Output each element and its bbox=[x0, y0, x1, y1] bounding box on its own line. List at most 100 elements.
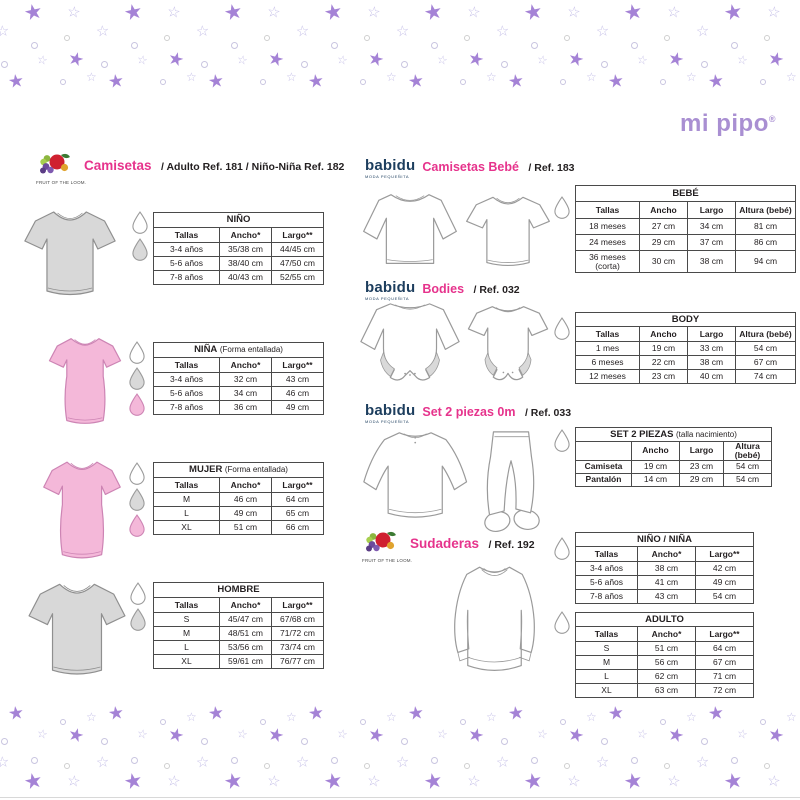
star-icon: ★ bbox=[621, 768, 646, 795]
star-icon: ☆ bbox=[235, 726, 250, 742]
star-icon: ☆ bbox=[35, 726, 50, 742]
star-icon: ★ bbox=[321, 768, 346, 795]
star-icon: ☆ bbox=[565, 3, 582, 22]
set-footed-pants-illustration bbox=[472, 428, 550, 536]
star-icon: ☆ bbox=[65, 3, 82, 22]
star-icon: ☆ bbox=[165, 772, 182, 791]
dot-decoration bbox=[601, 61, 608, 68]
dot-decoration bbox=[664, 763, 670, 769]
section-header-set-2-piezas: babidu MODA PEQUEÑITA Set 2 piezas 0m / … bbox=[365, 403, 571, 424]
fruit-of-the-loom-logo: FRUIT OF THE LOOM. bbox=[36, 152, 87, 185]
tshirt-mujer-illustration bbox=[40, 458, 124, 562]
babidu-tagline: MODA PEQUEÑITA bbox=[365, 419, 410, 424]
star-icon: ☆ bbox=[235, 52, 250, 68]
star-icon: ★ bbox=[465, 723, 487, 747]
dot-decoration bbox=[501, 61, 508, 68]
star-icon: ☆ bbox=[286, 70, 297, 84]
dot-decoration bbox=[501, 738, 508, 745]
dot-decoration bbox=[764, 763, 770, 769]
dot-decoration bbox=[601, 738, 608, 745]
dot-decoration bbox=[464, 35, 470, 41]
star-icon: ☆ bbox=[295, 753, 311, 772]
baby-shirt-long-sleeve-illustration bbox=[358, 190, 462, 270]
babidu-wordmark: babidu bbox=[365, 402, 416, 419]
dot-decoration bbox=[31, 42, 38, 49]
size-table-body: BODY Tallas Ancho Largo Altura (bebé) 1 mes 19… bbox=[574, 312, 797, 384]
star-icon: ☆ bbox=[595, 22, 611, 41]
dot-decoration bbox=[564, 35, 570, 41]
star-icon: ☆ bbox=[465, 772, 482, 791]
star-icon: ☆ bbox=[265, 772, 282, 791]
star-icon: ★ bbox=[6, 702, 26, 725]
star-icon: ☆ bbox=[335, 52, 350, 68]
dot-decoration bbox=[201, 61, 208, 68]
tshirt-hombre-illustration bbox=[26, 580, 128, 680]
star-icon: ★ bbox=[65, 47, 87, 71]
star-icon: ☆ bbox=[595, 753, 611, 772]
fruit-cluster-icon bbox=[40, 153, 70, 174]
mipipo-wordmark: mi pipo bbox=[680, 110, 769, 137]
star-icon: ☆ bbox=[765, 772, 782, 791]
dot-decoration bbox=[760, 719, 766, 725]
babidu-logo: babidu MODA PEQUEÑITA bbox=[365, 403, 415, 424]
section-ref-set-2-piezas: / Ref. 033 bbox=[524, 407, 572, 419]
babidu-wordmark: babidu bbox=[365, 157, 416, 174]
star-icon: ☆ bbox=[35, 52, 50, 68]
dot-decoration bbox=[660, 719, 666, 725]
dot-decoration bbox=[64, 763, 70, 769]
star-icon: ★ bbox=[221, 768, 246, 795]
section-title-bodies: Bodies bbox=[422, 282, 465, 296]
dot-decoration bbox=[631, 757, 638, 764]
dot-decoration bbox=[760, 79, 766, 85]
star-icon: ☆ bbox=[95, 22, 111, 41]
star-icon: ☆ bbox=[665, 772, 682, 791]
star-icon: ★ bbox=[621, 0, 646, 26]
dot-decoration bbox=[301, 738, 308, 745]
dot-decoration bbox=[164, 35, 170, 41]
section-header-camisetas-bebe: babidu MODA PEQUEÑITA Camisetas Bebé / R… bbox=[365, 158, 575, 179]
star-icon: ☆ bbox=[286, 710, 297, 724]
water-drop-icon bbox=[130, 237, 150, 262]
dot-decoration bbox=[101, 738, 108, 745]
section-header-camisetas: FRUIT OF THE LOOM. Camisetas / Adulto Re… bbox=[36, 152, 344, 185]
babidu-tagline: MODA PEQUEÑITA bbox=[365, 296, 410, 301]
bodysuit-long-sleeve-illustration bbox=[356, 300, 464, 392]
tshirt-nino-illustration bbox=[22, 208, 118, 300]
star-icon: ☆ bbox=[735, 726, 750, 742]
section-ref-bodies: / Ref. 032 bbox=[473, 284, 520, 296]
star-icon: ★ bbox=[206, 69, 226, 93]
section-header-sudaderas: FRUIT OF THE LOOM. Sudaderas / Ref. 192 bbox=[362, 530, 535, 563]
dot-decoration bbox=[564, 763, 570, 769]
dot-decoration bbox=[631, 42, 638, 49]
fruit-logo-caption: FRUIT OF THE LOOM. bbox=[36, 180, 87, 185]
star-icon: ★ bbox=[121, 768, 146, 795]
star-icon: ★ bbox=[265, 723, 287, 747]
star-icon: ☆ bbox=[165, 3, 182, 22]
star-icon: ★ bbox=[765, 47, 787, 71]
star-icon: ☆ bbox=[786, 710, 797, 724]
star-icon: ☆ bbox=[0, 22, 11, 41]
dot-decoration bbox=[531, 757, 538, 764]
dot-decoration bbox=[701, 738, 708, 745]
star-icon: ☆ bbox=[365, 772, 382, 791]
star-icon: ☆ bbox=[635, 52, 650, 68]
dot-decoration bbox=[531, 42, 538, 49]
size-table-sudadera-nino-nina: NIÑO / NIÑA Tallas Ancho* Largo** 3-4 años 38… bbox=[575, 532, 754, 604]
star-icon: ☆ bbox=[186, 70, 197, 84]
dot-decoration bbox=[664, 35, 670, 41]
star-icon: ☆ bbox=[135, 52, 150, 68]
water-drop-icon bbox=[552, 610, 572, 635]
dot-decoration bbox=[60, 79, 66, 85]
star-icon: ★ bbox=[465, 47, 487, 71]
star-icon: ☆ bbox=[686, 70, 697, 84]
section-title-set-2-piezas: Set 2 piezas 0m bbox=[422, 405, 516, 419]
dot-decoration bbox=[64, 35, 70, 41]
fruit-logo-caption: FRUIT OF THE LOOM. bbox=[362, 558, 413, 563]
star-icon: ★ bbox=[406, 69, 426, 93]
star-icon: ☆ bbox=[495, 22, 511, 41]
water-drop-icon bbox=[127, 487, 147, 512]
star-icon: ☆ bbox=[435, 52, 450, 68]
dot-decoration bbox=[464, 763, 470, 769]
star-icon: ☆ bbox=[586, 710, 597, 724]
